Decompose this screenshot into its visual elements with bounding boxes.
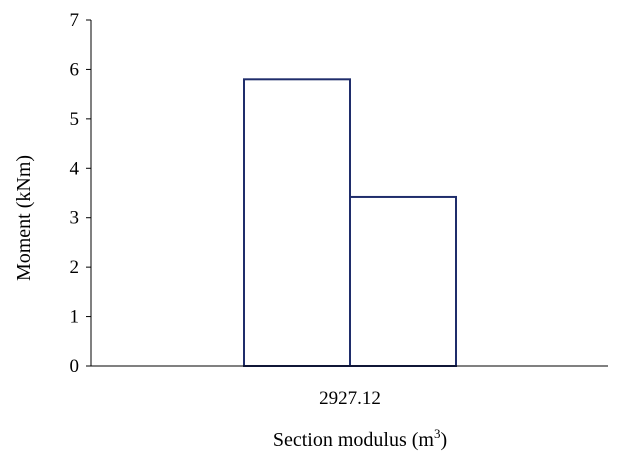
y-axis-title: Moment (kNm) xyxy=(13,155,35,281)
y-axis-ticks: 0 1 2 3 4 5 6 7 xyxy=(70,10,91,377)
x-axis-title: Section modulus (m3) xyxy=(273,426,447,451)
x-axis-title-superscript: 3 xyxy=(434,426,441,441)
x-tick-label: 2927.12 xyxy=(319,388,381,409)
y-tick-label: 3 xyxy=(70,208,80,229)
y-tick-label: 5 xyxy=(70,109,80,130)
bar-series-1 xyxy=(243,78,351,367)
x-axis-title-main: Section modulus (m xyxy=(273,429,435,451)
y-tick-label: 4 xyxy=(70,158,80,179)
y-tick-label: 7 xyxy=(70,10,80,31)
y-tick-label: 2 xyxy=(70,257,80,278)
y-tick-label: 1 xyxy=(70,307,80,328)
y-tick-label: 6 xyxy=(70,59,80,80)
bars xyxy=(243,78,457,367)
x-axis-title-suffix: ) xyxy=(440,429,447,451)
bar-series-2 xyxy=(349,195,457,367)
y-tick-label: 0 xyxy=(70,356,80,377)
x-axis-ticks: 2927.12 xyxy=(319,388,381,409)
